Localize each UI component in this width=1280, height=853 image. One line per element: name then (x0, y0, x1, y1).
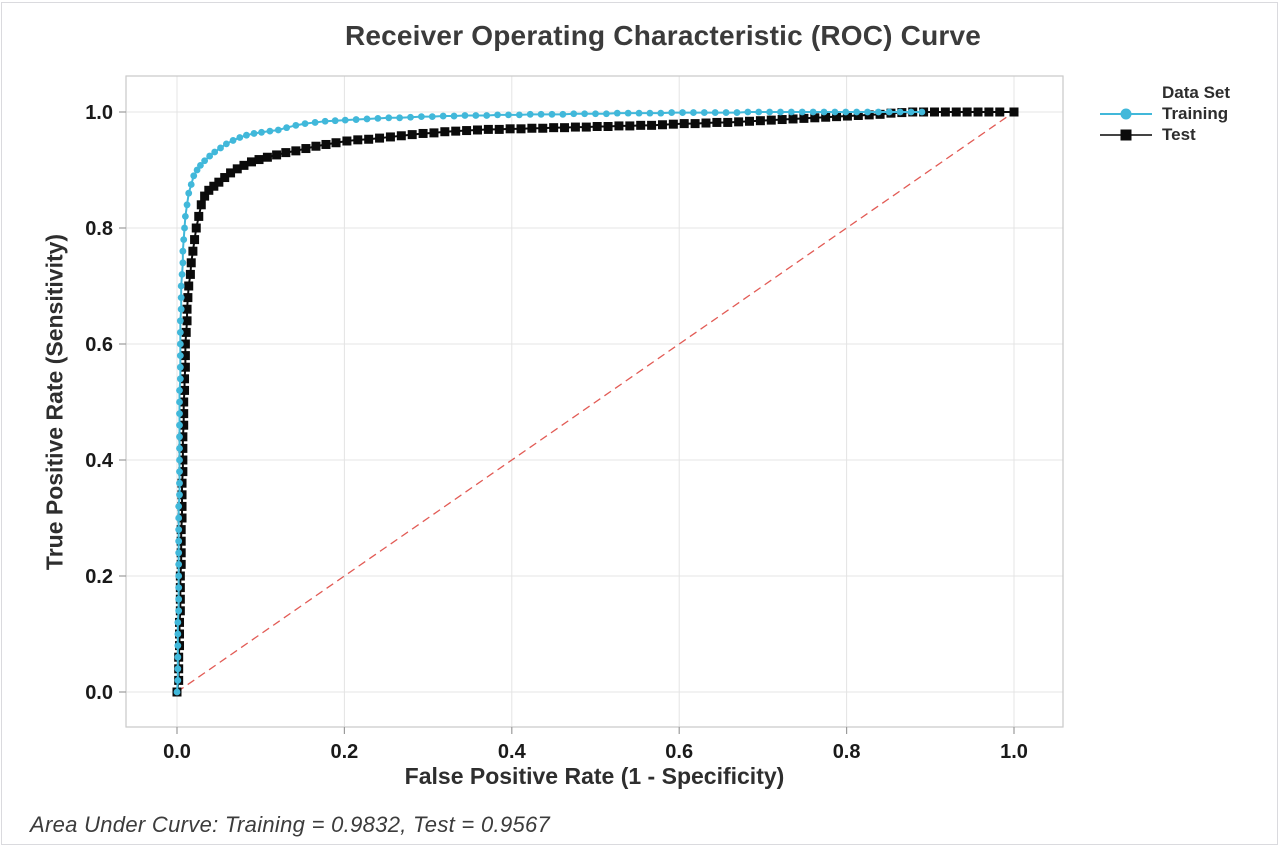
svg-text:0.4: 0.4 (85, 450, 114, 472)
y-axis-label: True Positive Rate (Sensitivity) (41, 233, 68, 571)
test-line-marker-icon (1100, 128, 1152, 141)
svg-text:0.2: 0.2 (85, 566, 113, 588)
svg-text:0.6: 0.6 (85, 334, 113, 356)
chart-title: Receiver Operating Characteristic (ROC) … (344, 20, 982, 51)
training-circle-marker-icon (1120, 108, 1132, 119)
svg-text:0.0: 0.0 (85, 682, 113, 704)
roc-plot-area: 0.0 0.2 0.4 0.6 0.8 1.0 0.0 0.2 0.4 0.6 0.8 1.0 (85, 75, 1064, 763)
svg-text:0.4: 0.4 (498, 741, 527, 763)
svg-text:0.8: 0.8 (85, 218, 113, 240)
legend: Data Set Training Test (1100, 82, 1230, 145)
legend-item-training[interactable]: Training (1100, 103, 1230, 124)
svg-text:0.8: 0.8 (833, 741, 861, 763)
training-line-marker-icon (1100, 107, 1152, 120)
legend-item-test[interactable]: Test (1100, 124, 1230, 145)
svg-text:0.2: 0.2 (330, 741, 358, 763)
svg-text:0.6: 0.6 (665, 741, 693, 763)
legend-title: Data Set (1162, 83, 1231, 102)
svg-text:1.0: 1.0 (85, 102, 113, 124)
auc-note: Area Under Curve: Training = 0.9832, Tes… (30, 812, 551, 837)
test-square-marker-icon (1120, 129, 1132, 140)
svg-text:1.0: 1.0 (1000, 741, 1028, 763)
legend-item-label: Training (1162, 103, 1229, 123)
x-axis-label: False Positive Rate (1 - Specificity) (404, 763, 785, 789)
legend-item-label: Test (1162, 124, 1196, 144)
svg-text:0.0: 0.0 (163, 741, 191, 763)
